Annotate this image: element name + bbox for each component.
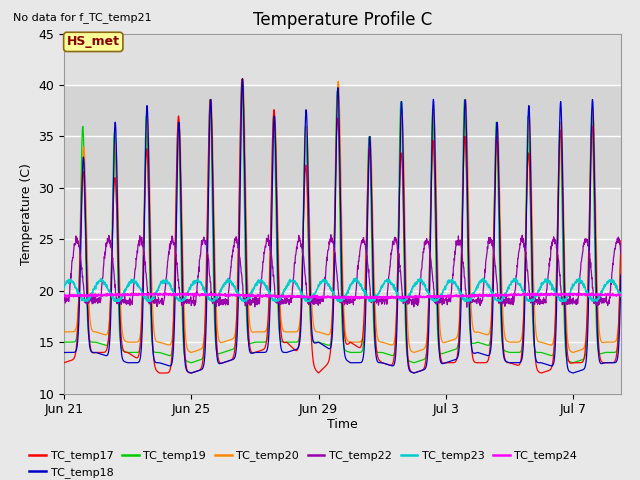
Text: No data for f_TC_temp21: No data for f_TC_temp21 — [13, 12, 152, 23]
Y-axis label: Temperature (C): Temperature (C) — [20, 163, 33, 264]
Text: HS_met: HS_met — [67, 36, 120, 48]
Legend: TC_temp17, TC_temp18, TC_temp19, TC_temp20, TC_temp22, TC_temp23, TC_temp24: TC_temp17, TC_temp18, TC_temp19, TC_temp… — [25, 446, 582, 480]
X-axis label: Time: Time — [327, 418, 358, 431]
Title: Temperature Profile C: Temperature Profile C — [253, 11, 432, 29]
Bar — [64, 85, 621, 188]
